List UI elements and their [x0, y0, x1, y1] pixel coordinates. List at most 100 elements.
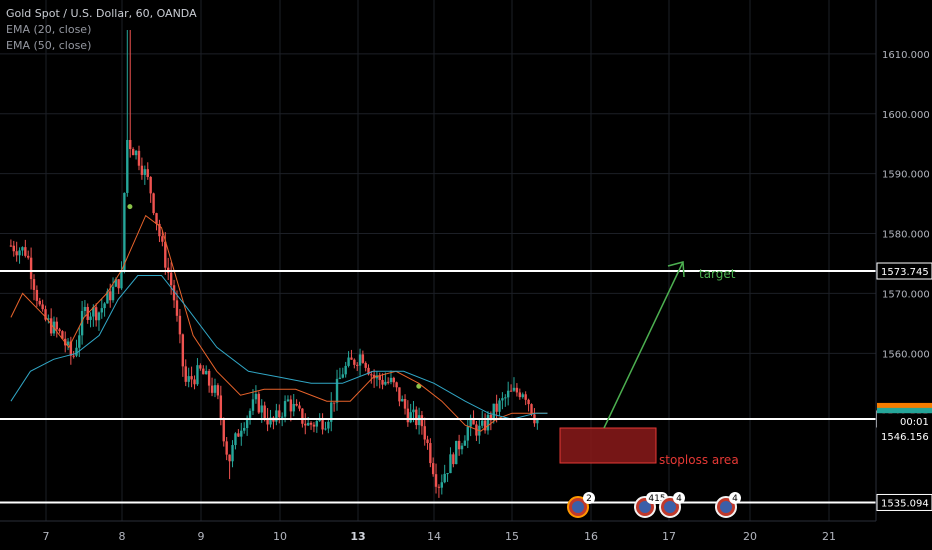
- time-tick-label: 7: [43, 530, 50, 543]
- candle-body: [131, 149, 135, 156]
- ema50-line[interactable]: [10, 275, 548, 420]
- candle-body: [97, 312, 101, 321]
- candle-body: [440, 482, 443, 488]
- event-marker-count: 4: [732, 494, 738, 504]
- candle-body: [12, 245, 15, 252]
- candle-body: [350, 357, 353, 360]
- candle-body: [134, 150, 138, 156]
- candle-body: [358, 354, 362, 366]
- candle-body: [69, 341, 73, 356]
- candle-body: [506, 390, 510, 398]
- candle-body: [341, 374, 344, 378]
- candle-body: [158, 223, 161, 237]
- candle-body: [361, 354, 365, 363]
- candle-body: [530, 404, 533, 415]
- candle-body: [202, 368, 205, 375]
- candle-body: [378, 375, 381, 380]
- candle-body: [161, 236, 164, 242]
- price-tick-label: 1610.000: [882, 50, 930, 61]
- candle-body: [61, 331, 64, 339]
- candle-body: [367, 367, 370, 375]
- candle-body: [429, 443, 432, 464]
- candle-body: [327, 421, 330, 429]
- candle-body: [58, 329, 61, 332]
- stoploss-area-box[interactable]: [559, 427, 657, 464]
- candle-body: [466, 426, 469, 441]
- candle-body: [460, 445, 464, 450]
- time-tick-label: 17: [662, 530, 676, 543]
- candle-body: [109, 291, 112, 301]
- level-price-label: 1573.745: [881, 267, 929, 278]
- candle-body: [234, 433, 237, 446]
- candle-body: [75, 347, 78, 356]
- chart-legend: Gold Spot / U.S. Dollar, 60, OANDA EMA (…: [6, 6, 197, 54]
- candle-body: [353, 359, 356, 365]
- symbol-title[interactable]: Gold Spot / U.S. Dollar, 60, OANDA: [6, 7, 197, 20]
- target-arrow[interactable]: [603, 261, 685, 429]
- candle-body: [103, 303, 106, 309]
- ema20-legend[interactable]: EMA (20, close): [6, 23, 92, 36]
- candle-body: [213, 385, 217, 393]
- candle-body: [295, 403, 298, 406]
- candle-body: [205, 370, 208, 375]
- candle-body: [452, 454, 455, 465]
- candle-body: [41, 304, 44, 310]
- time-tick-label: 21: [822, 530, 836, 543]
- candle-body: [240, 430, 243, 437]
- candle-body: [406, 408, 410, 423]
- time-tick-label: 10: [273, 530, 287, 543]
- candle-body: [32, 279, 36, 290]
- ema50-legend[interactable]: EMA (50, close): [6, 39, 92, 52]
- price-tick-label: 1600.000: [882, 110, 930, 121]
- candle-body: [106, 291, 109, 304]
- candle-body: [216, 385, 220, 396]
- candle-body: [321, 418, 324, 430]
- candle-body: [356, 364, 359, 366]
- candle-body: [312, 424, 316, 427]
- candle-body: [398, 387, 401, 402]
- event-marker-4[interactable]: 4: [715, 492, 741, 518]
- event-marker-count: 4: [676, 494, 682, 504]
- candle-body: [304, 423, 307, 426]
- candle-body: [386, 381, 390, 383]
- event-markers[interactable]: 2 415 4 4: [567, 492, 741, 518]
- time-tick-label: 16: [584, 530, 598, 543]
- candle-body: [27, 255, 30, 258]
- event-marker-1[interactable]: 2: [567, 492, 595, 518]
- time-axis[interactable]: 7 8 9 10 13 14 15 16 17 20 21: [0, 520, 876, 543]
- target-label: target: [699, 267, 736, 281]
- candle-body: [536, 419, 539, 424]
- event-marker-3[interactable]: 4: [659, 492, 685, 518]
- candle-body: [332, 402, 336, 404]
- event-marker-2[interactable]: 415: [634, 492, 668, 518]
- price-tag-label: 1546.156: [881, 432, 929, 443]
- ema20-line[interactable]: [10, 214, 548, 432]
- candle-body: [275, 410, 278, 422]
- candle-body: [335, 378, 339, 403]
- candle-body: [301, 408, 304, 424]
- price-tag: [877, 428, 932, 445]
- candle-body: [489, 414, 493, 421]
- candle-body: [149, 176, 152, 194]
- time-tick-label: 8: [119, 530, 126, 543]
- signal-dot: [127, 204, 133, 210]
- price-axis[interactable]: 1610.000 1600.000 1590.000 1580.000 1570.000…: [875, 0, 932, 521]
- price-tick-label: 1580.000: [882, 230, 930, 241]
- price-tick-label: 1560.000: [882, 349, 930, 360]
- candle-body: [266, 417, 269, 425]
- candle-body: [9, 245, 13, 247]
- candle-body: [231, 445, 234, 462]
- candle-body: [286, 399, 290, 402]
- level-price-label: 1535.094: [881, 498, 929, 509]
- candle-body: [344, 365, 347, 375]
- candlestick-series: [9, 29, 539, 498]
- candle-body: [434, 474, 438, 487]
- candle-body: [89, 316, 92, 320]
- candle-body: [251, 399, 255, 411]
- candle-body: [114, 279, 118, 287]
- candle-body: [72, 355, 75, 357]
- price-tick-label: 1570.000: [882, 289, 930, 300]
- candle-body: [443, 473, 446, 483]
- candle-body: [245, 417, 249, 429]
